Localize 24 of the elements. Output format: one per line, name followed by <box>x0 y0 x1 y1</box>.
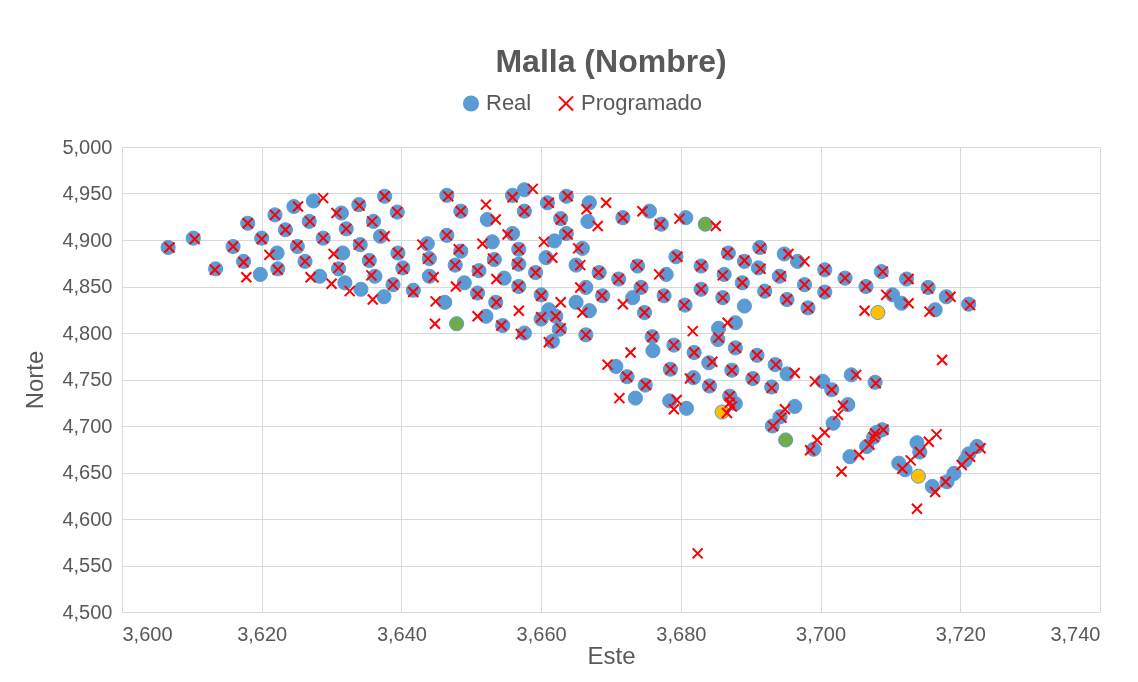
y-tick-label: 4,700 <box>62 414 113 437</box>
x-tick-label: 3,700 <box>796 622 847 645</box>
y-tick-label: 4,650 <box>62 461 113 483</box>
legend-label: Programado <box>581 90 703 116</box>
y-tick-label: 4,800 <box>62 321 113 344</box>
legend-label: Real <box>486 90 532 116</box>
x-tick-label: 3,620 <box>237 622 288 645</box>
y-tick-label: 4,850 <box>62 275 113 297</box>
y-tick-label: 4,950 <box>62 182 113 204</box>
x-tick-label: 3,660 <box>516 622 567 645</box>
y-tick-label: 4,550 <box>62 554 113 576</box>
y-tick-label: 5,000 <box>62 135 113 158</box>
x-tick-label: 3,640 <box>376 622 427 645</box>
x-tick-label: 3,720 <box>935 622 986 645</box>
x-axis-title: Este <box>587 641 636 669</box>
x-tick-label: 3,680 <box>656 622 707 645</box>
y-tick-label: 4,500 <box>62 600 113 623</box>
y-tick-label: 4,900 <box>62 228 113 251</box>
y-tick-label: 4,600 <box>62 507 113 530</box>
x-tick-label: 3,600 <box>122 622 173 645</box>
y-axis-title: Norte <box>21 350 49 410</box>
y-tick-label: 4,750 <box>62 368 113 390</box>
x-tick-label: 3,740 <box>1050 622 1101 645</box>
chart-title: Malla (Nombre) <box>495 43 727 79</box>
